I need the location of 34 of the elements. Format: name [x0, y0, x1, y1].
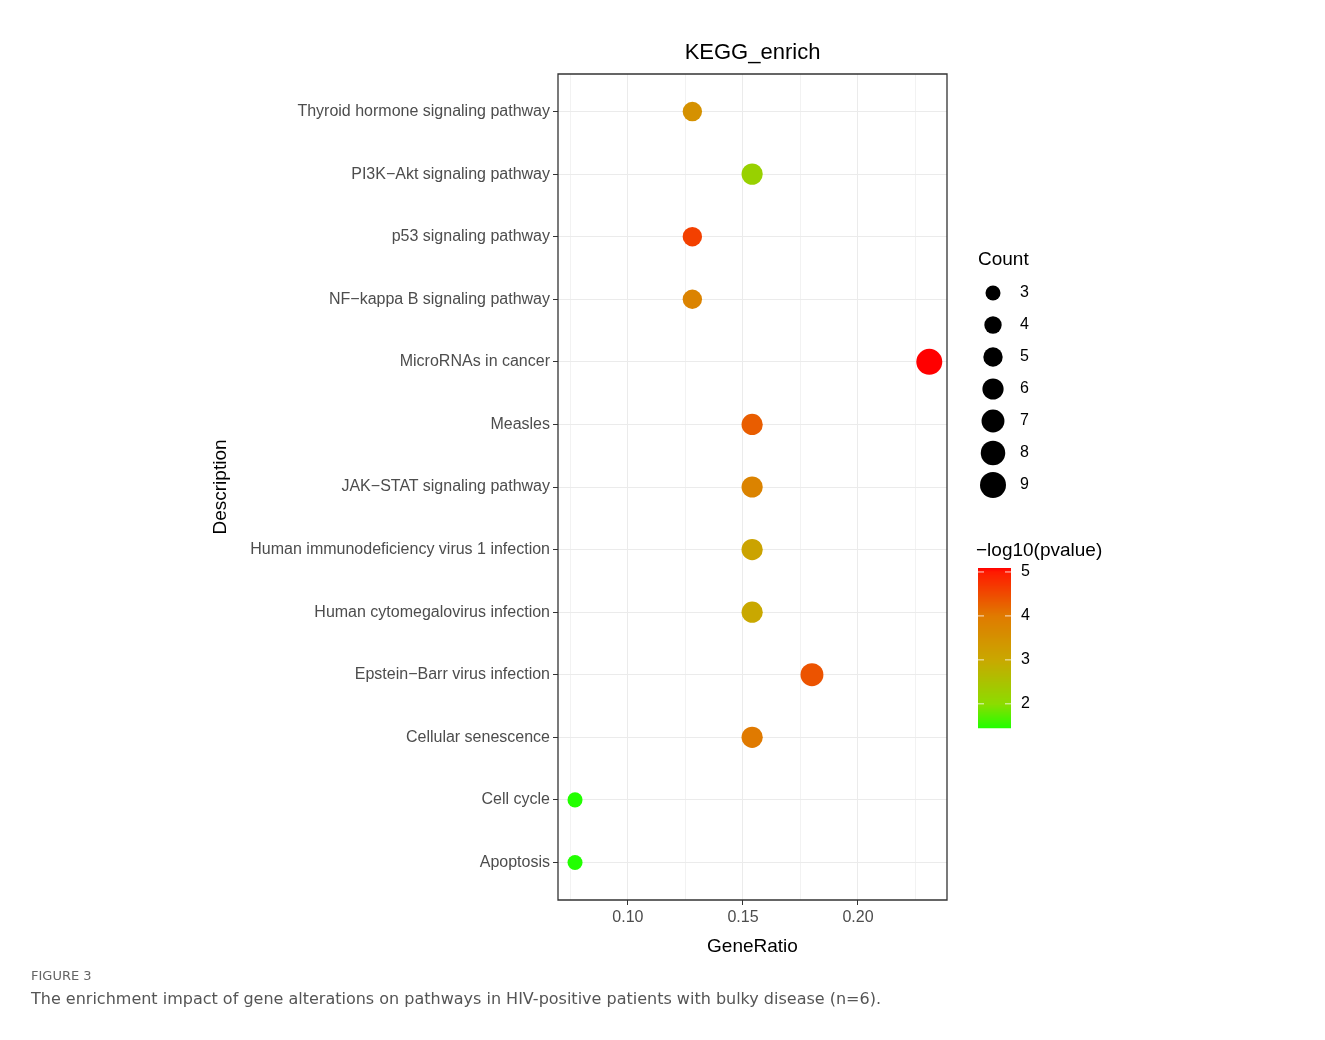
- y-tick-label: p53 signaling pathway: [391, 227, 550, 245]
- y-tick-label: Thyroid hormone signaling pathway: [297, 101, 550, 119]
- y-tick-label: Cell cycle: [481, 790, 551, 808]
- color-bar-label: 5: [1021, 562, 1030, 580]
- color-bar-label: 4: [1021, 606, 1030, 624]
- y-tick-label: Apoptosis: [479, 852, 550, 870]
- y-tick-label: Epstein−Barr virus infection: [354, 665, 550, 683]
- text: The enrichment impact of gene alterations on pathways in HIV-positive patients with bulky disease (n=6).: [31, 989, 882, 1008]
- x-tick-label: 0.10: [612, 908, 644, 926]
- color-bar-label: 2: [1021, 694, 1030, 712]
- color-bar-label: 3: [1021, 650, 1030, 668]
- x-tick-label: 0.15: [727, 908, 759, 926]
- y-axis-title: Description: [208, 439, 230, 535]
- caption: FIGURE 3: [31, 968, 93, 983]
- y-tick-label: Human immunodeficiency virus 1 infection: [250, 539, 550, 557]
- x-axis-title: GeneRatio: [707, 934, 798, 956]
- y-tick-label: PI3K−Akt signaling pathway: [351, 164, 550, 182]
- legend-label: 5: [1020, 347, 1029, 365]
- y-tick-label: Human cytomegalovirus infection: [314, 602, 550, 620]
- y-tick-label: JAK−STAT signaling pathway: [341, 477, 550, 495]
- legend-label: 9: [1020, 475, 1029, 493]
- y-tick-label: Measles: [490, 414, 550, 432]
- y-tick-label: NF−kappa B signaling pathway: [328, 289, 550, 307]
- chart-title: KEGG_enrich: [684, 39, 821, 64]
- legend-label: 7: [1020, 411, 1029, 429]
- legend-label: 6: [1020, 379, 1029, 397]
- legend-label: 4: [1020, 315, 1029, 333]
- color-bar-title: −log10(pvalue): [976, 539, 1103, 560]
- x-tick-label: 0.20: [842, 908, 874, 926]
- legend-title: Count: [978, 248, 1030, 269]
- y-tick-label: MicroRNAs in cancer: [399, 352, 551, 370]
- y-tick-label: Cellular senescence: [405, 727, 551, 745]
- legend-label: 8: [1020, 443, 1029, 461]
- legend-label: 3: [1020, 283, 1029, 301]
